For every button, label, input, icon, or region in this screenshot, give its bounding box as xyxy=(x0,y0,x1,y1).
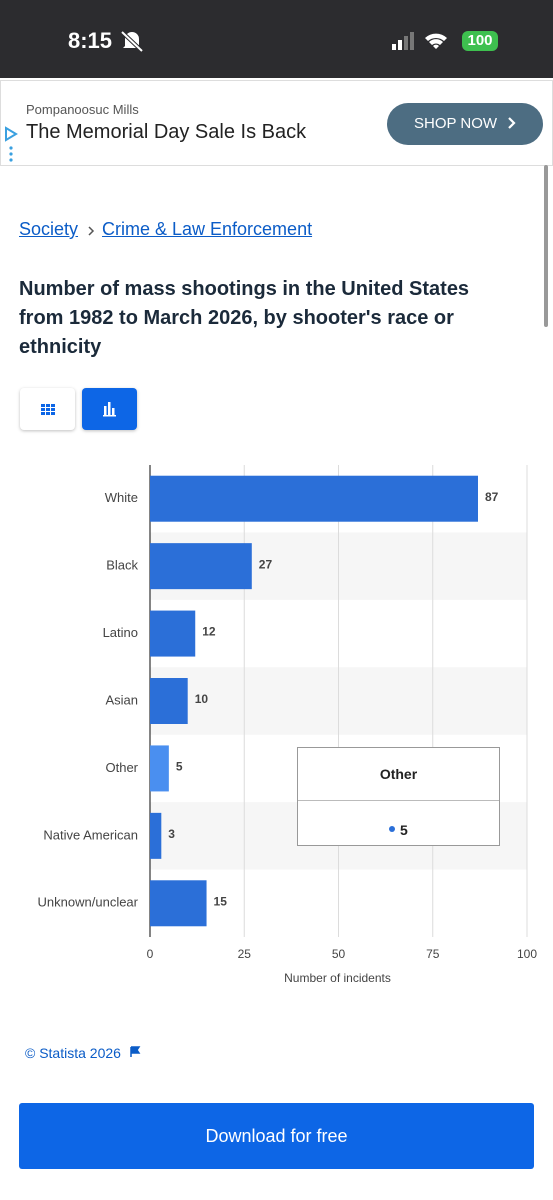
x-tick-label: 75 xyxy=(426,947,440,961)
status-bar: 8:15 100 xyxy=(0,0,553,78)
y-tick-label: Black xyxy=(106,558,138,573)
bar xyxy=(150,678,188,724)
ad-headline: The Memorial Day Sale Is Back xyxy=(26,121,307,143)
chart: 0 25 50 75 100 Number of incidents White 87 Blac… xyxy=(38,465,537,985)
value-label: 87 xyxy=(485,490,499,504)
y-tick-label: Unknown/unclear xyxy=(38,895,139,910)
ad-choices[interactable] xyxy=(4,126,18,166)
shop-now-button[interactable]: SHOP NOW xyxy=(387,103,543,145)
value-label: 27 xyxy=(259,557,273,571)
bar xyxy=(150,812,162,859)
flag-icon xyxy=(130,1046,141,1057)
value-label: 15 xyxy=(214,894,228,908)
value-label: 3 xyxy=(168,827,175,841)
value-label: 12 xyxy=(202,625,216,639)
breadcrumb-separator xyxy=(88,226,95,236)
battery: 100 xyxy=(462,31,498,51)
value-label: 10 xyxy=(195,692,209,706)
ad-banner[interactable]: Pompanoosuc Mills The Memorial Day Sale … xyxy=(0,80,553,166)
clock: 8:15 xyxy=(68,28,113,53)
cta-label: SHOP NOW xyxy=(414,115,498,132)
y-tick-label: Native American xyxy=(43,827,138,842)
breadcrumb-link[interactable]: Crime & Law Enforcement xyxy=(102,219,313,239)
table-view-toggle[interactable] xyxy=(20,388,75,430)
copyright[interactable]: © Statista 2026 xyxy=(25,1045,141,1061)
advertiser: Pompanoosuc Mills xyxy=(26,102,139,117)
breadcrumb-link[interactable]: Society xyxy=(19,219,79,239)
x-tick-label: 25 xyxy=(238,947,252,961)
bar-icon xyxy=(103,402,116,417)
chevron xyxy=(508,117,516,129)
x-axis-label: Number of incidents xyxy=(284,971,391,985)
y-tick-label: White xyxy=(105,490,138,505)
chart-title: Number of mass shootings in the United S… xyxy=(19,278,470,358)
y-tick-label: Asian xyxy=(105,692,138,707)
x-tick-label: 0 xyxy=(147,947,154,961)
y-tick-label: Latino xyxy=(103,625,138,640)
bar xyxy=(150,610,196,657)
chart-view-toggle[interactable] xyxy=(82,388,137,430)
mute-icon xyxy=(120,30,144,52)
grid-icon xyxy=(41,404,55,415)
tooltip: Other 5 xyxy=(297,747,500,846)
x-tick-label: 100 xyxy=(517,947,537,961)
bar xyxy=(150,745,169,792)
x-tick-label: 50 xyxy=(332,947,346,961)
y-tick-label: Other xyxy=(105,760,138,775)
bar xyxy=(150,475,478,522)
bar xyxy=(150,543,252,590)
scrollbar xyxy=(544,165,548,327)
signal-wifi xyxy=(392,32,447,50)
tooltip-category: Other xyxy=(298,748,499,801)
tooltip-value: 5 xyxy=(400,822,408,838)
download-button[interactable]: Download for free xyxy=(19,1103,534,1169)
bar xyxy=(150,880,207,927)
tooltip-dot xyxy=(389,826,395,832)
copyright-text: © Statista 2026 xyxy=(25,1045,121,1061)
value-label: 5 xyxy=(176,760,183,774)
